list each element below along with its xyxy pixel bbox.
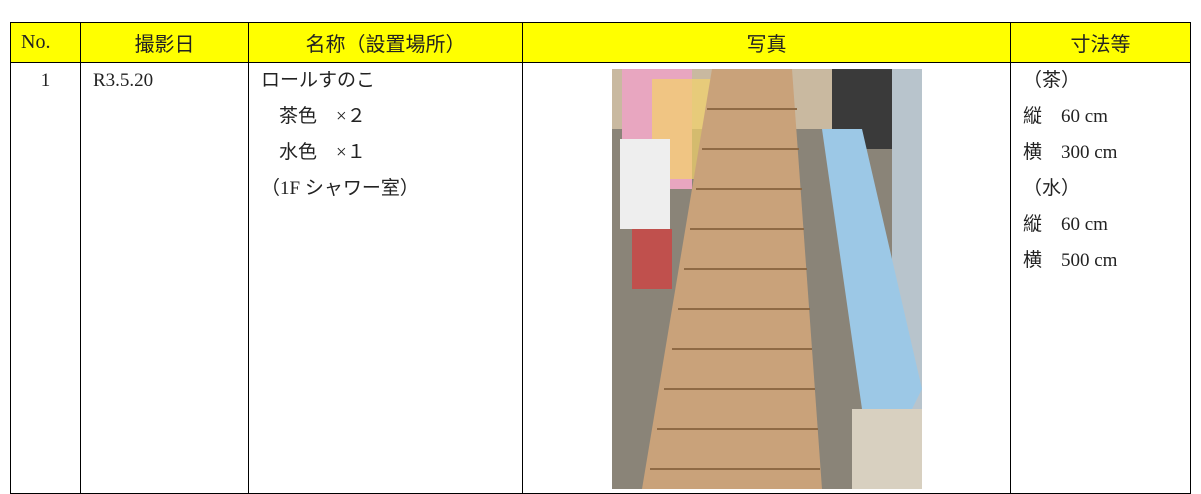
header-row: No. 撮影日 名称（設置場所） 写真 寸法等 (10, 22, 1191, 63)
header-cell: 撮影日 (80, 22, 249, 63)
name-cell: ロールすのこ茶色 ×２ 水色 ×１ （1F シャワー室） (248, 62, 523, 494)
size-line: 縦 60 cm (1023, 214, 1108, 235)
size-line: （水） (1023, 178, 1081, 199)
name-line: 茶色 ×２ (279, 106, 366, 127)
header-cell: 写真 (522, 22, 1011, 63)
no: 1 (40, 70, 51, 91)
date-cell: R3.5.20 (80, 62, 249, 494)
photo-cell (522, 62, 1011, 494)
record-table: No. 撮影日 名称（設置場所） 写真 寸法等 1 R3.5.20 ロールすのこ… (10, 22, 1191, 494)
name-line: 水色 ×１ (279, 142, 366, 163)
no-cell: 1 (10, 62, 81, 494)
size-line: 縦 60 cm (1023, 106, 1108, 127)
size-line: 横 500 cm (1023, 250, 1118, 271)
name-line: ロールすのこ (261, 70, 376, 91)
size-cell: （茶） 縦 60 cm 横 300 cm （水） 縦 60 cm 横 500 cm (1010, 62, 1191, 494)
name-line: （1F シャワー室） (261, 178, 419, 199)
date: R3.5.20 (93, 70, 154, 91)
size-line: （茶） (1023, 70, 1081, 91)
size-line: 横 300 cm (1023, 142, 1118, 163)
data-row: 1 R3.5.20 ロールすのこ茶色 ×２ 水色 ×１ （1F シャワー室） (10, 62, 1191, 494)
header-cell: 寸法等 (1010, 22, 1191, 63)
photo (611, 69, 922, 489)
header-cell: 名称（設置場所） (248, 22, 523, 63)
header-cell: No. (10, 22, 81, 63)
